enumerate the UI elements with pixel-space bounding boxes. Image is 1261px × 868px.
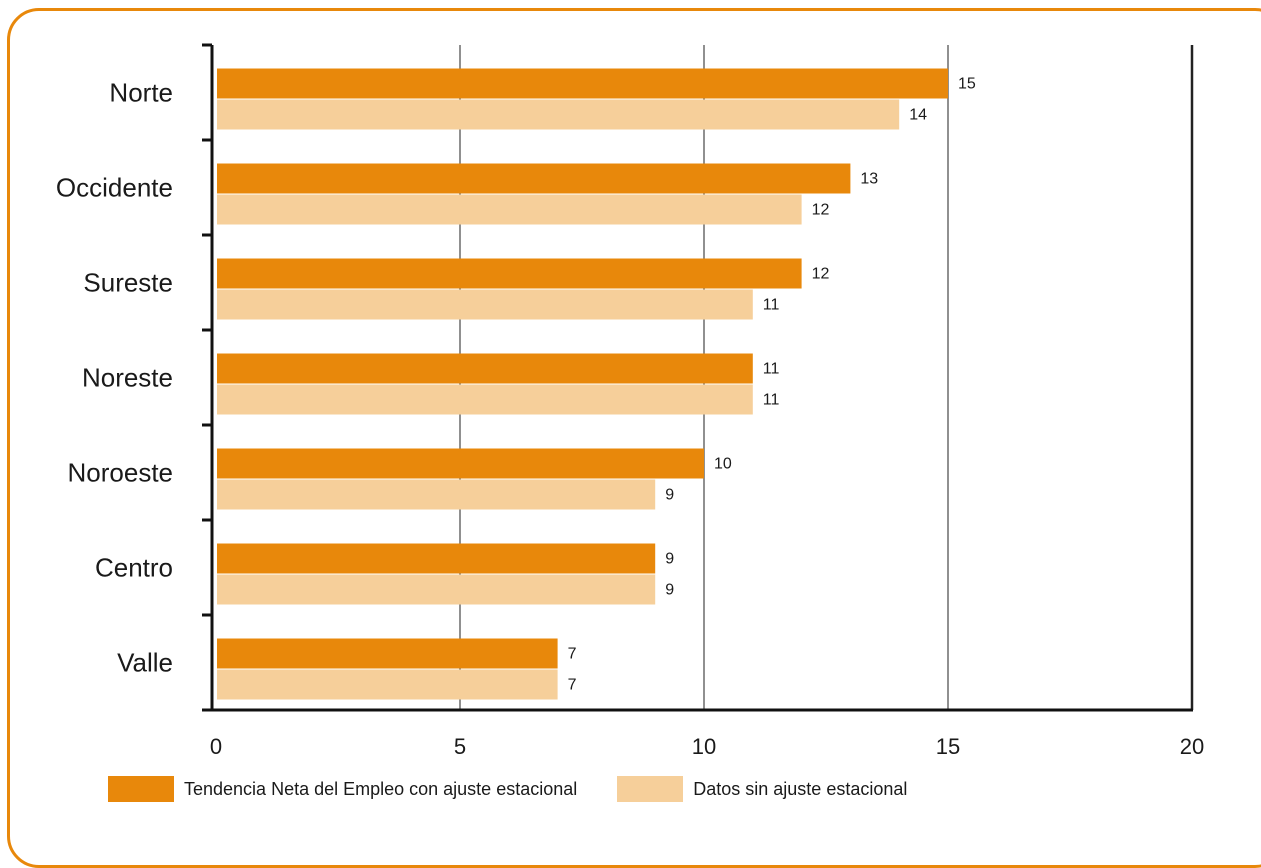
bar-centro-adjusted [217, 543, 656, 574]
bar-chart: 0 5 10 15 20 15 14 Norte 13 12 Occidente 12 11 Surest… [56, 43, 1204, 760]
data-label-noreste-adjusted: 11 [763, 361, 780, 378]
data-label-norte-unadjusted: 14 [909, 107, 927, 124]
bar-noroeste-unadjusted [217, 479, 656, 510]
data-label-valle-adjusted: 7 [568, 646, 577, 663]
legend-item-adjusted: Tendencia Neta del Empleo con ajuste est… [108, 776, 577, 802]
category-label-occidente: Occidente [56, 173, 173, 203]
bar-noreste-unadjusted [217, 384, 753, 415]
category-label-norte: Norte [109, 78, 173, 108]
category-label-noroeste: Noroeste [68, 458, 174, 488]
bar-occidente-unadjusted [217, 194, 802, 225]
category-label-valle: Valle [117, 648, 173, 678]
bar-noroeste-adjusted [217, 448, 704, 479]
legend: Tendencia Neta del Empleo con ajuste est… [108, 776, 947, 802]
legend-swatch-unadjusted [617, 776, 684, 802]
legend-label-unadjusted: Datos sin ajuste estacional [693, 778, 908, 799]
data-label-occidente-adjusted: 13 [860, 171, 878, 188]
data-label-valle-unadjusted: 7 [568, 677, 577, 694]
x-tick-label-4: 20 [1180, 734, 1204, 759]
data-label-noreste-unadjusted: 11 [763, 392, 780, 409]
data-label-centro-unadjusted: 9 [665, 582, 674, 599]
data-label-centro-adjusted: 9 [665, 551, 674, 568]
data-label-noroeste-adjusted: 10 [714, 456, 732, 473]
x-tick-label-0: 0 [210, 734, 222, 759]
x-tick-label-3: 15 [936, 734, 960, 759]
category-label-centro: Centro [95, 553, 173, 583]
axes [202, 43, 1193, 712]
x-tick-label-1: 5 [454, 734, 466, 759]
x-tick-label-2: 10 [692, 734, 716, 759]
data-label-noroeste-unadjusted: 9 [665, 487, 674, 504]
bar-valle-adjusted [217, 638, 558, 669]
category-label-noreste: Noreste [82, 363, 173, 393]
category-label-sureste: Sureste [83, 268, 173, 298]
data-label-sureste-unadjusted: 11 [763, 297, 780, 314]
bar-sureste-adjusted [217, 258, 802, 289]
bar-sureste-unadjusted [217, 289, 753, 320]
data-label-norte-adjusted: 15 [958, 76, 976, 93]
data-label-occidente-unadjusted: 12 [812, 202, 830, 219]
bar-norte-adjusted [217, 68, 948, 99]
legend-label-adjusted: Tendencia Neta del Empleo con ajuste est… [184, 778, 578, 799]
data-label-sureste-adjusted: 12 [812, 266, 830, 283]
bar-noreste-adjusted [217, 353, 753, 384]
labels: 0 5 10 15 20 15 14 Norte 13 12 Occidente 12 11 Surest… [56, 76, 1204, 760]
bar-norte-unadjusted [217, 99, 900, 130]
bars [217, 68, 948, 700]
legend-swatch-adjusted [108, 776, 174, 802]
bar-valle-unadjusted [217, 669, 558, 700]
legend-item-unadjusted: Datos sin ajuste estacional [617, 776, 907, 802]
bar-occidente-adjusted [217, 163, 851, 194]
bar-centro-unadjusted [217, 574, 656, 605]
